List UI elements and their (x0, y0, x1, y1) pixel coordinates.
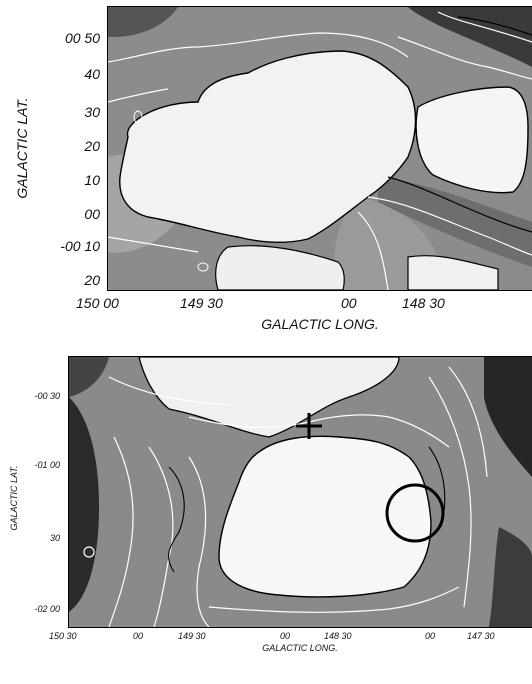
bottom-x-tick: 00 (425, 631, 436, 641)
bottom-x-tick: 148 30 (324, 631, 352, 641)
bottom-main-cavity (218, 435, 432, 598)
top-y-tick: -00 10 (60, 238, 100, 254)
top-y-axis-label: GALACTIC LAT. (14, 97, 30, 199)
top-x-axis-label: GALACTIC LONG. (261, 316, 379, 332)
top-x-tick: 148 30 (402, 295, 445, 311)
top-y-tick: 20 (84, 138, 100, 154)
bottom-y-tick: -01 00 (34, 460, 60, 470)
top-x-tick: 149 30 (180, 295, 223, 311)
top-map-panel (107, 6, 532, 291)
cross-marker (296, 413, 322, 439)
top-x-tick: 150 00 (76, 295, 119, 311)
top-grayscale-map (108, 7, 532, 290)
top-right-cavity (415, 86, 529, 194)
bottom-x-tick: 147 30 (467, 631, 495, 641)
top-cavity-region (119, 50, 417, 243)
top-y-tick: 30 (84, 104, 100, 120)
top-x-tick: 00 (341, 295, 357, 311)
bottom-x-tick: 150 30 (49, 631, 77, 641)
bottom-y-axis-label: GALACTIC LAT. (9, 465, 19, 531)
bottom-x-axis-label: GALACTIC LONG. (262, 643, 338, 653)
bottom-y-tick: -00 30 (34, 391, 60, 401)
top-y-tick: 10 (84, 172, 100, 188)
bottom-y-tick: 30 (49, 533, 60, 543)
bottom-y-tick: -02 00 (34, 604, 60, 614)
circle-marker (385, 483, 445, 543)
top-y-tick: 00 (84, 206, 100, 222)
bottom-grayscale-map (69, 357, 532, 627)
top-y-tick: 00 50 (64, 30, 100, 46)
bottom-map-panel (68, 356, 532, 628)
bottom-x-tick: 00 (133, 631, 144, 641)
bottom-x-tick: 00 (280, 631, 291, 641)
bottom-x-tick: 149 30 (178, 631, 206, 641)
top-y-tick: 20 (84, 272, 100, 288)
bottom-top-cavity (138, 357, 400, 438)
top-y-tick: 40 (84, 66, 100, 82)
